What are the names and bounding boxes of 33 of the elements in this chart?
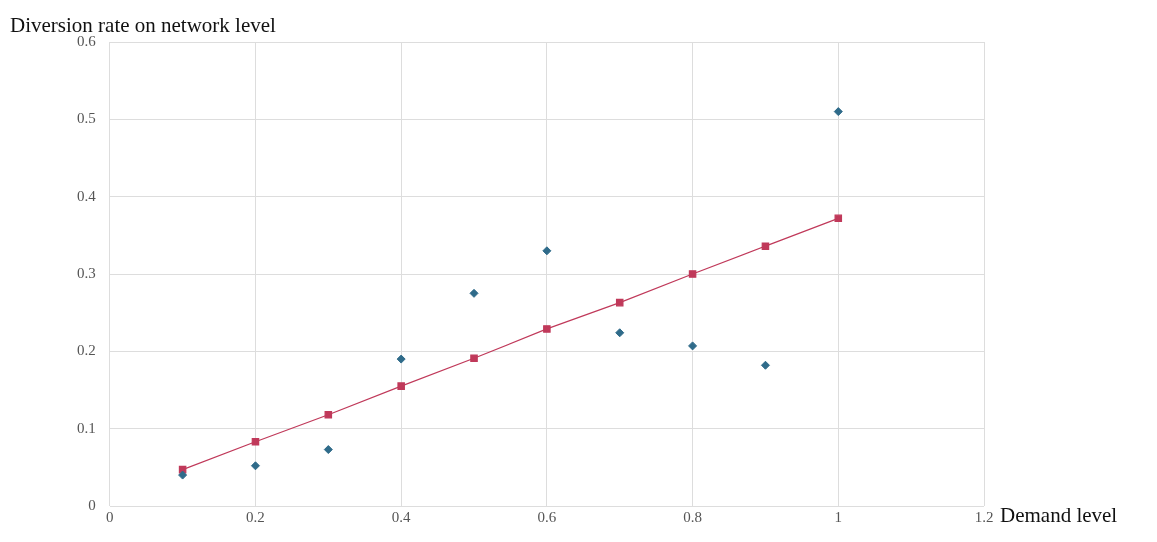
point xyxy=(323,445,333,455)
point xyxy=(615,328,625,338)
point xyxy=(469,288,479,298)
point xyxy=(833,107,843,117)
y-tick-label: 0.3 xyxy=(77,264,96,281)
point xyxy=(250,461,260,471)
x-tick-label: 0.4 xyxy=(391,508,412,525)
y-tick-label: 0 xyxy=(88,496,96,513)
point xyxy=(834,214,843,223)
x-axis-title: Demand level xyxy=(1000,503,1118,527)
point xyxy=(542,246,552,256)
point xyxy=(470,354,478,363)
point xyxy=(615,298,624,307)
point xyxy=(397,382,405,390)
point xyxy=(178,470,188,480)
point xyxy=(760,360,770,370)
y-tick-label: 0.5 xyxy=(77,110,96,127)
point xyxy=(761,242,770,250)
x-tick-label: 0.8 xyxy=(683,508,702,525)
point xyxy=(396,354,406,364)
y-tick-label: 0.4 xyxy=(77,187,97,204)
x-tick-label: 1.2 xyxy=(974,508,994,525)
point xyxy=(543,325,551,333)
y-tick-label: 0.2 xyxy=(77,342,96,359)
x-tick-label: 0 xyxy=(106,508,114,525)
point xyxy=(324,410,333,419)
x-tick-label: 0.6 xyxy=(537,508,557,525)
y-tick-label: 0.1 xyxy=(77,419,96,436)
x-tick-label: 0.2 xyxy=(246,508,265,525)
x-tick-label: 1 xyxy=(834,508,843,525)
point xyxy=(688,341,698,351)
point xyxy=(688,270,697,278)
point xyxy=(251,438,260,446)
